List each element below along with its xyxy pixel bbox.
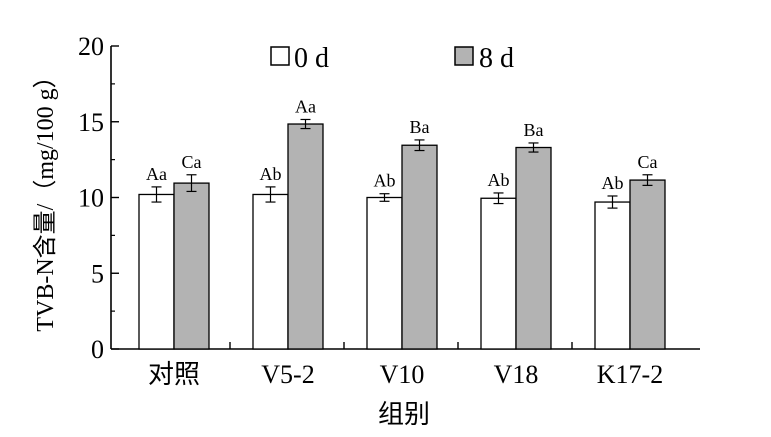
legend-swatch-0d	[270, 46, 290, 66]
bar	[287, 123, 324, 350]
bar	[515, 146, 552, 350]
y-tick-label: 10	[78, 184, 104, 213]
y-tick-label: 15	[78, 108, 104, 137]
significance-label: Ab	[488, 170, 510, 190]
significance-label: Ab	[602, 173, 624, 193]
x-tick-label: K17-2	[597, 360, 663, 389]
significance-label: Ba	[524, 120, 544, 140]
bar	[629, 179, 666, 350]
significance-label: Ca	[638, 152, 658, 172]
y-tick-label: 20	[78, 32, 104, 61]
y-axis-label: TVB-N含量/（mg/100 g）	[32, 64, 59, 331]
plot-area: 0 5 10 15 20 Aa Ca 对照 Ab Aa V5-2 Ab Ba V10 Ab Ba V18 Ab Ca…	[78, 32, 700, 389]
legend: 0 d 8 d	[270, 43, 514, 74]
significance-label: Ba	[410, 117, 430, 137]
bar	[594, 201, 631, 350]
legend-swatch-8d	[454, 46, 474, 66]
bar	[366, 196, 403, 350]
legend-label-8d: 8 d	[479, 43, 514, 74]
significance-label: Aa	[295, 96, 316, 116]
bar	[252, 193, 289, 350]
significance-label: Aa	[146, 164, 167, 184]
bar	[138, 193, 175, 350]
bar	[173, 182, 210, 350]
y-tick-label: 0	[91, 335, 104, 364]
significance-label: Ca	[182, 152, 202, 172]
significance-label: Ab	[260, 164, 282, 184]
bar	[480, 197, 517, 350]
significance-label: Ab	[374, 171, 396, 191]
x-tick-label: V5-2	[261, 360, 314, 389]
y-tick-label: 5	[91, 259, 104, 288]
x-tick-label: V18	[494, 360, 539, 389]
x-tick-label: 对照	[148, 360, 200, 389]
bar	[401, 144, 438, 350]
x-axis-label: 组别	[378, 400, 430, 429]
x-tick-label: V10	[380, 360, 425, 389]
legend-label-0d: 0 d	[294, 43, 329, 74]
